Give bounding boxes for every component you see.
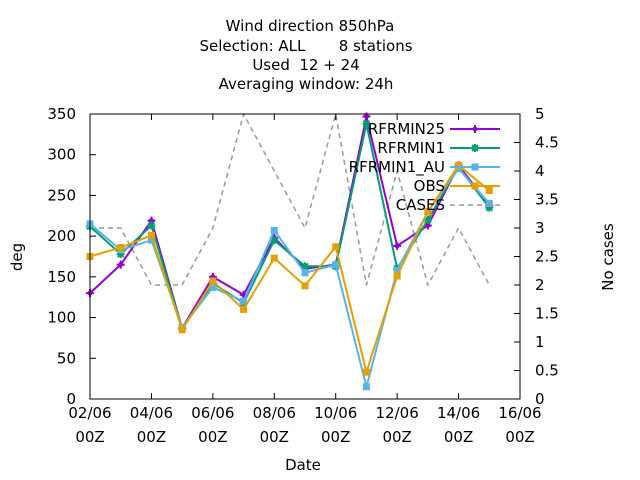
y2-tick-label: 3.5: [535, 191, 559, 209]
plot-border: [89, 113, 521, 400]
marker-dline2: [424, 216, 432, 224]
x-tick-label-date: 14/06: [437, 404, 480, 422]
y2-tick-label: 5: [535, 105, 545, 123]
x-tick-label-date: 16/06: [498, 404, 541, 422]
data-point-obs: [270, 254, 278, 262]
data-point-rfrmin1: [147, 221, 156, 230]
x-tick-label-hour: 00Z: [198, 428, 227, 446]
y2-tick-label: 0: [535, 390, 545, 408]
y-tick-label: 100: [47, 309, 76, 327]
y-tick-label: 150: [47, 268, 76, 286]
legend-label-obs: OBS: [414, 177, 445, 195]
legend-marker-rfrmin1-au: [471, 163, 479, 171]
data-point-rfrmin1-au: [393, 266, 401, 274]
data-point-rfrmin1-au: [270, 226, 278, 234]
y2-tick-label: 4.5: [535, 134, 559, 152]
y2-tick-label: 2.5: [535, 248, 559, 266]
x-tick-label-date: 10/06: [314, 404, 357, 422]
data-point-obs: [209, 277, 217, 285]
y-tick-label: 200: [47, 227, 76, 245]
data-point-obs: [240, 305, 248, 313]
marker-core: [363, 113, 369, 119]
data-point-rfrmin25: [393, 241, 402, 250]
marker-core: [472, 126, 478, 132]
x-tick-label-date: 02/06: [68, 404, 111, 422]
series-line-obs: [89, 164, 490, 374]
y-tick-label: 350: [47, 105, 76, 123]
marker-core: [425, 223, 431, 229]
x-tick-label-hour: 00Z: [75, 428, 104, 446]
y2-tick-label: 4: [535, 162, 545, 180]
marker-dline2: [471, 144, 479, 152]
x-axis-title: Date: [285, 456, 321, 474]
data-point-obs: [362, 368, 370, 376]
x-tick-label-hour: 00Z: [137, 428, 166, 446]
series-line-cases: [90, 113, 490, 286]
legend-marker-rfrmin25: [471, 125, 479, 133]
data-point-obs: [393, 272, 401, 280]
data-point-obs: [332, 243, 340, 251]
title-line-2: Selection: ALL 8 stations: [199, 37, 412, 55]
x-tick-label-hour: 00Z: [321, 428, 350, 446]
data-point-obs: [147, 231, 155, 239]
marker-dline2: [301, 262, 309, 270]
title-line-4: Averaging window: 24h: [219, 75, 394, 93]
x-tick-label-date: 04/06: [130, 404, 173, 422]
x-tick-label-hour: 00Z: [444, 428, 473, 446]
data-point-obs: [301, 282, 309, 290]
x-tick-label-hour: 00Z: [382, 428, 411, 446]
data-point-rfrmin1-au: [301, 269, 309, 277]
data-point-obs: [117, 244, 125, 252]
data-point-rfrmin1-au: [332, 261, 340, 269]
marker-core: [394, 243, 400, 249]
data-point-rfrmin1-au: [147, 236, 155, 244]
x-tick-label-date: 06/06: [191, 404, 234, 422]
chart-title: Wind direction 850hPa Selection: ALL 8 s…: [199, 17, 412, 93]
legend-label-rfrmin25: RFRMIN25: [368, 120, 445, 138]
tick-layer: 02/06 00Z 04/06 00Z 06/06 00Z 08/06 00Z 10/06 00Z…: [47, 105, 559, 446]
x-tick-label-hour: 00Z: [505, 428, 534, 446]
data-point-rfrmin1-au: [485, 200, 493, 208]
legend-marker-rfrmin1: [471, 144, 479, 152]
legend-label-rfrmin1: RFRMIN1: [377, 139, 445, 157]
data-point-rfrmin25: [116, 260, 125, 269]
marker-dline2: [362, 120, 371, 128]
x-tick-label-date: 08/06: [253, 404, 296, 422]
marker-core: [148, 218, 154, 224]
series-layer: [86, 112, 494, 391]
legend-marker-obs: [471, 182, 479, 190]
data-point-rfrmin1-au: [209, 283, 217, 291]
data-point-obs: [178, 326, 186, 334]
y-tick-label: 50: [57, 349, 76, 367]
title-line-3: Used 12 + 24: [252, 56, 359, 74]
data-point-rfrmin1: [301, 262, 309, 271]
x-tick-label-date: 12/06: [376, 404, 419, 422]
y2-tick-label: 2: [535, 276, 545, 294]
x-tick-label-hour: 00Z: [260, 428, 289, 446]
y2-tick-label: 0.5: [535, 362, 559, 380]
data-point-rfrmin1-au: [240, 297, 248, 305]
marker-core: [118, 262, 124, 268]
y-axis-title: deg: [8, 243, 26, 271]
y-tick-label: 250: [47, 186, 76, 204]
data-point-obs: [455, 161, 463, 169]
y2-axis-title: No cases: [599, 223, 617, 291]
y2-tick-label: 1: [535, 333, 545, 351]
data-point-rfrmin1: [362, 119, 371, 128]
y2-tick-label: 1.5: [535, 305, 559, 323]
y-tick-label: 0: [66, 390, 76, 408]
legend-label-rfrmin1-au: RFRMIN1_AU: [349, 158, 445, 177]
marker-dline2: [270, 236, 278, 244]
y2-tick-label: 3: [535, 219, 545, 237]
data-point-obs: [485, 187, 493, 195]
data-point-rfrmin1: [270, 236, 279, 245]
data-point-rfrmin1-au: [362, 383, 370, 391]
data-point-obs: [424, 208, 432, 216]
legend-label-cases: CASES: [396, 196, 445, 214]
title-line-1: Wind direction 850hPa: [226, 17, 395, 35]
marker-dline2: [147, 221, 156, 230]
y-tick-label: 300: [47, 146, 76, 164]
